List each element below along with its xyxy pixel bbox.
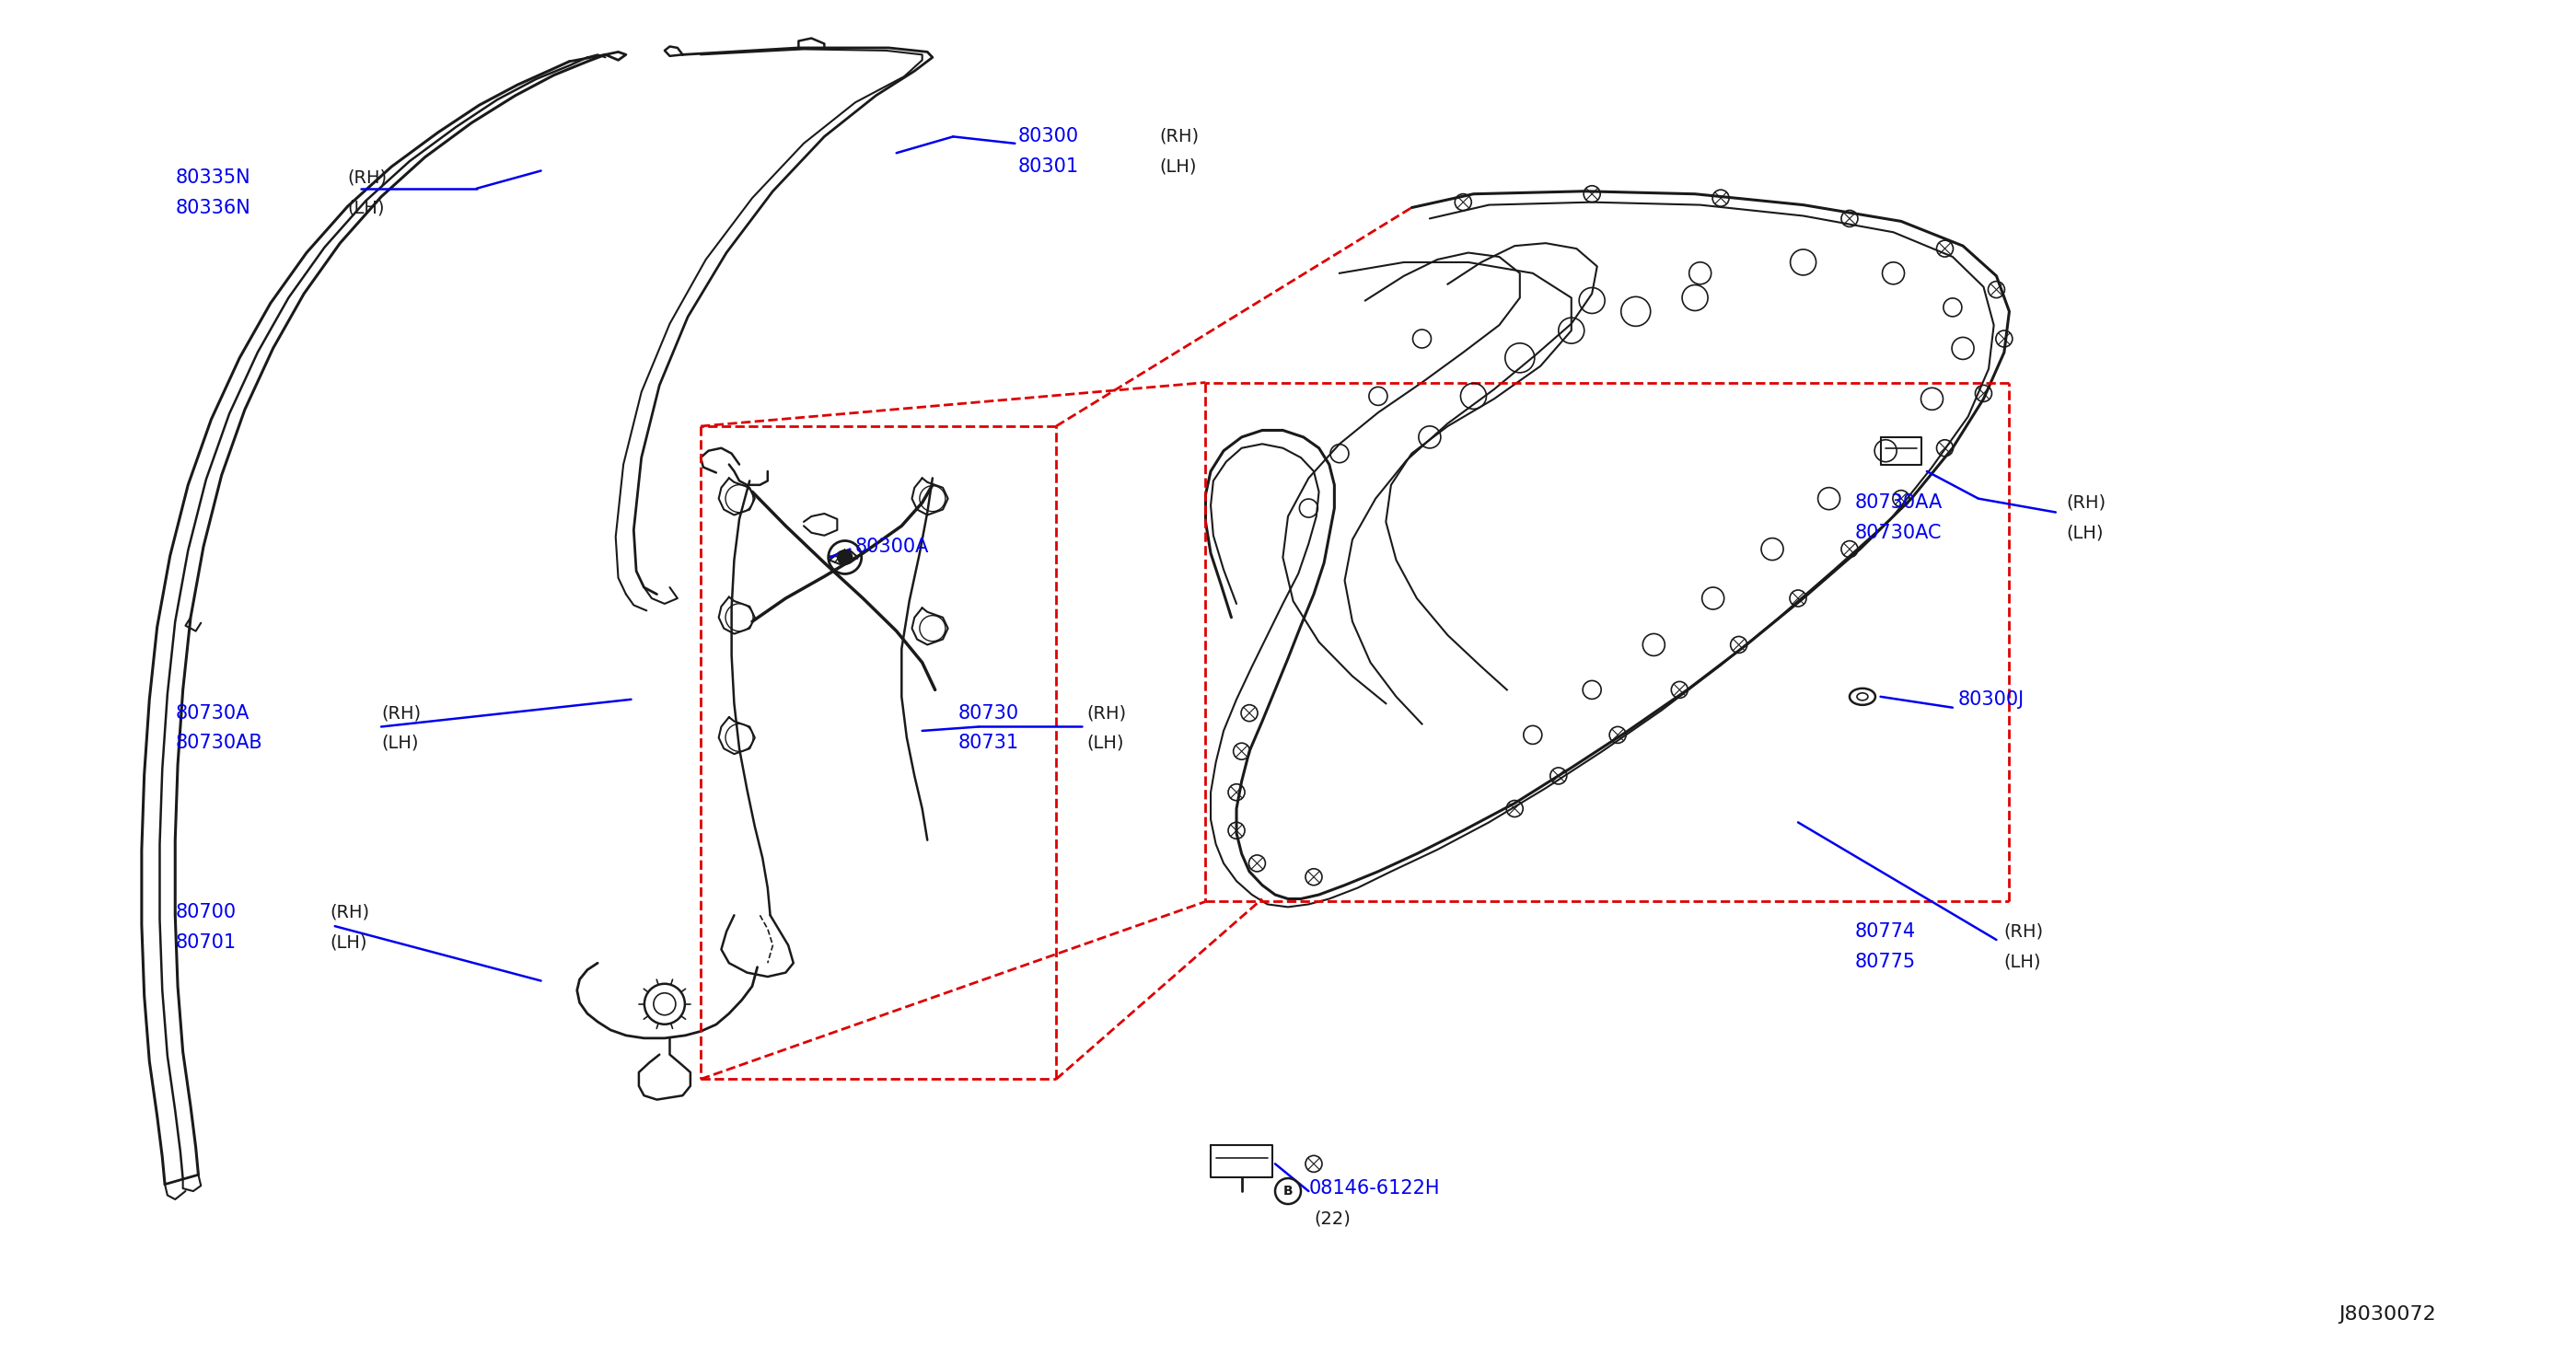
Text: 80774: 80774 (1855, 922, 1917, 941)
Text: 80730A: 80730A (175, 703, 250, 723)
Text: 80700: 80700 (175, 903, 237, 922)
Text: (RH): (RH) (381, 705, 420, 721)
Text: (LH): (LH) (1159, 158, 1195, 175)
Text: (RH): (RH) (2004, 923, 2043, 940)
Text: 08146-6122H: 08146-6122H (1309, 1179, 1440, 1198)
Text: (LH): (LH) (348, 199, 384, 216)
Text: 80301: 80301 (1018, 157, 1079, 176)
Text: 80730AA: 80730AA (1855, 493, 1942, 512)
Text: (RH): (RH) (2066, 494, 2105, 511)
Text: (RH): (RH) (1087, 705, 1126, 721)
Text: (LH): (LH) (381, 735, 417, 751)
Text: 80300: 80300 (1018, 127, 1079, 146)
Text: 80775: 80775 (1855, 952, 1917, 971)
Text: B: B (1283, 1184, 1293, 1198)
Text: 80730AB: 80730AB (175, 734, 263, 753)
Text: (LH): (LH) (1087, 735, 1123, 751)
Text: (RH): (RH) (330, 904, 368, 921)
Text: (LH): (LH) (2066, 525, 2102, 541)
Text: J8030072: J8030072 (2339, 1305, 2437, 1324)
Text: 80300J: 80300J (1958, 690, 2025, 709)
Text: (RH): (RH) (348, 169, 386, 186)
Text: (22): (22) (1314, 1210, 1350, 1227)
Text: 80730: 80730 (958, 703, 1020, 723)
Text: 80701: 80701 (175, 933, 237, 952)
Text: 80335N: 80335N (175, 168, 250, 187)
Text: 80731: 80731 (958, 734, 1020, 753)
Circle shape (837, 550, 853, 564)
Text: 80730AC: 80730AC (1855, 523, 1942, 542)
Text: (LH): (LH) (330, 934, 366, 951)
Text: 80336N: 80336N (175, 198, 250, 217)
Text: (RH): (RH) (1159, 128, 1198, 145)
Text: (LH): (LH) (2004, 953, 2040, 970)
Text: 80300A: 80300A (855, 537, 930, 556)
